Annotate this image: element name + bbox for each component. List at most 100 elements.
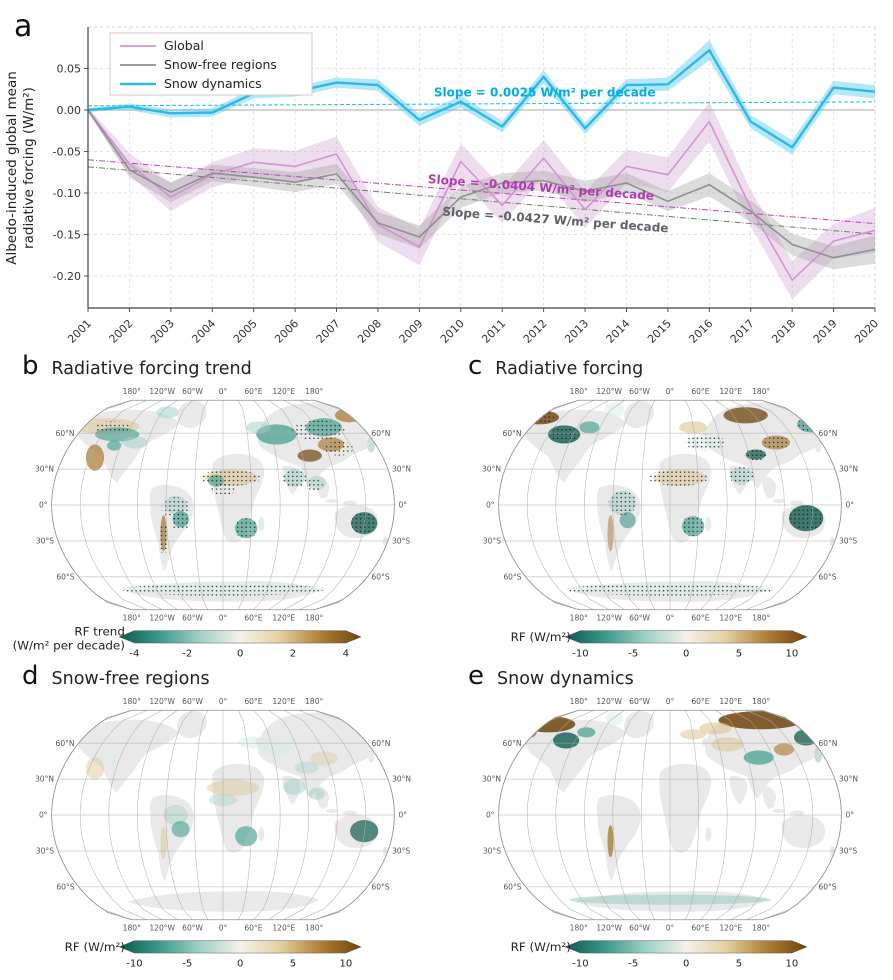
svg-text:0°: 0° bbox=[845, 501, 854, 510]
svg-text:30°S: 30°S bbox=[36, 847, 54, 856]
svg-text:30°N: 30°N bbox=[481, 775, 500, 784]
svg-text:0°: 0° bbox=[219, 387, 228, 396]
svg-text:-0.15: -0.15 bbox=[53, 228, 81, 241]
svg-text:0: 0 bbox=[683, 958, 689, 969]
svg-text:60°S: 60°S bbox=[371, 883, 389, 892]
svg-text:0°: 0° bbox=[845, 811, 854, 820]
svg-text:60°N: 60°N bbox=[56, 739, 75, 748]
svg-text:60°S: 60°S bbox=[371, 573, 389, 582]
svg-text:60°E: 60°E bbox=[691, 697, 709, 706]
svg-text:180°: 180° bbox=[305, 923, 323, 932]
svg-text:Slope = 0.0025 W/m² per decade: Slope = 0.0025 W/m² per decade bbox=[434, 85, 656, 99]
svg-text:120°W: 120°W bbox=[596, 923, 622, 932]
svg-text:-10: -10 bbox=[572, 648, 588, 659]
panel-b-letter: b bbox=[22, 352, 39, 381]
svg-text:4: 4 bbox=[343, 648, 349, 659]
svg-text:2017: 2017 bbox=[728, 317, 757, 346]
svg-text:0°: 0° bbox=[665, 697, 674, 706]
panel-e-title: Snow dynamics bbox=[497, 669, 634, 689]
svg-text:180°: 180° bbox=[305, 697, 323, 706]
svg-text:2009: 2009 bbox=[396, 317, 425, 346]
svg-text:-10: -10 bbox=[572, 958, 588, 969]
svg-text:180°: 180° bbox=[752, 697, 770, 706]
svg-text:60°E: 60°E bbox=[244, 923, 262, 932]
svg-text:60°W: 60°W bbox=[182, 613, 203, 622]
svg-text:2012: 2012 bbox=[521, 317, 550, 346]
svg-text:60°S: 60°S bbox=[503, 883, 521, 892]
svg-text:-0.10: -0.10 bbox=[53, 187, 81, 200]
svg-text:30°N: 30°N bbox=[392, 465, 411, 474]
svg-text:RF (W/m²): RF (W/m²) bbox=[65, 940, 125, 954]
svg-text:2004: 2004 bbox=[189, 317, 218, 346]
svg-text:180°: 180° bbox=[569, 697, 587, 706]
svg-text:0°: 0° bbox=[665, 387, 674, 396]
svg-text:180°: 180° bbox=[123, 387, 141, 396]
svg-text:2018: 2018 bbox=[769, 317, 798, 346]
svg-text:Snow dynamics: Snow dynamics bbox=[164, 76, 262, 91]
svg-text:10: 10 bbox=[785, 958, 798, 969]
svg-text:30°S: 30°S bbox=[838, 847, 856, 856]
panel-c-header: c Radiative forcing bbox=[446, 352, 893, 382]
svg-text:-2: -2 bbox=[182, 648, 192, 659]
svg-text:120°W: 120°W bbox=[596, 387, 622, 396]
svg-text:30°N: 30°N bbox=[392, 775, 411, 784]
svg-text:-5: -5 bbox=[182, 958, 192, 969]
svg-text:60°S: 60°S bbox=[56, 883, 74, 892]
svg-text:2020: 2020 bbox=[852, 317, 881, 346]
panel-b-header: b Radiative forcing trend bbox=[0, 352, 446, 382]
svg-text:180°: 180° bbox=[752, 923, 770, 932]
svg-text:0.00: 0.00 bbox=[57, 104, 82, 117]
svg-text:30°S: 30°S bbox=[482, 847, 500, 856]
svg-text:2006: 2006 bbox=[272, 317, 301, 346]
svg-text:30°S: 30°S bbox=[392, 847, 410, 856]
svg-text:120°E: 120°E bbox=[272, 613, 295, 622]
svg-text:60°W: 60°W bbox=[629, 697, 650, 706]
svg-text:30°S: 30°S bbox=[838, 537, 856, 546]
svg-text:120°W: 120°W bbox=[596, 613, 622, 622]
svg-text:120°W: 120°W bbox=[149, 923, 175, 932]
svg-text:RF (W/m²): RF (W/m²) bbox=[511, 940, 571, 954]
svg-text:0°: 0° bbox=[219, 697, 228, 706]
svg-text:2016: 2016 bbox=[686, 317, 715, 346]
svg-text:0°: 0° bbox=[219, 613, 228, 622]
svg-text:0°: 0° bbox=[39, 501, 48, 510]
svg-text:Slope = -0.0427 W/m² per decad: Slope = -0.0427 W/m² per decade bbox=[442, 204, 669, 235]
svg-text:5: 5 bbox=[736, 648, 742, 659]
map-snow-dynamics: 180° 180° 120°W 120°W 60°W 60°W 0° 0° 60°E 60°E 12… bbox=[481, 697, 857, 932]
panel-c-title: Radiative forcing bbox=[495, 359, 644, 379]
svg-text:30°N: 30°N bbox=[838, 775, 857, 784]
map-radiative-forcing: 180° 180° 120°W 120°W 60°W 60°W 0° 0° 60°E 60°E 12… bbox=[481, 387, 857, 622]
svg-text:180°: 180° bbox=[305, 387, 323, 396]
svg-text:0°: 0° bbox=[219, 923, 228, 932]
panel-e: e Snow dynamics 180° 180° 120°W 120°W 60°W 60… bbox=[446, 662, 893, 972]
svg-text:60°S: 60°S bbox=[818, 883, 836, 892]
svg-text:2: 2 bbox=[290, 648, 296, 659]
panel-d-letter: d bbox=[22, 662, 39, 691]
svg-text:2014: 2014 bbox=[604, 317, 633, 346]
svg-text:60°W: 60°W bbox=[629, 613, 650, 622]
panel-e-header: e Snow dynamics bbox=[446, 662, 893, 692]
svg-text:120°E: 120°E bbox=[719, 923, 742, 932]
svg-text:radiative forcing (W/m²): radiative forcing (W/m²) bbox=[21, 87, 37, 249]
panel-c-letter: c bbox=[468, 352, 483, 381]
colorbar-rf-trend: RF trend(W/m² per decade) -4 -2 0 2 4 bbox=[13, 624, 362, 659]
svg-text:30°S: 30°S bbox=[482, 537, 500, 546]
svg-text:60°W: 60°W bbox=[182, 387, 203, 396]
svg-text:-5: -5 bbox=[628, 648, 638, 659]
svg-text:0°: 0° bbox=[398, 811, 407, 820]
svg-text:0°: 0° bbox=[485, 501, 494, 510]
svg-text:2008: 2008 bbox=[355, 317, 384, 346]
svg-text:30°N: 30°N bbox=[35, 775, 54, 784]
maps-grid: b Radiative forcing trend 180° 180° 120°W 1… bbox=[0, 352, 893, 972]
svg-text:120°E: 120°E bbox=[272, 697, 295, 706]
svg-text:60°N: 60°N bbox=[818, 739, 837, 748]
svg-text:60°S: 60°S bbox=[56, 573, 74, 582]
svg-text:Snow-free regions: Snow-free regions bbox=[164, 57, 277, 72]
svg-text:60°N: 60°N bbox=[56, 429, 75, 438]
svg-text:0°: 0° bbox=[665, 923, 674, 932]
svg-text:60°W: 60°W bbox=[629, 923, 650, 932]
svg-text:120°W: 120°W bbox=[149, 697, 175, 706]
svg-text:120°W: 120°W bbox=[149, 387, 175, 396]
svg-text:0: 0 bbox=[683, 648, 689, 659]
svg-text:0.05: 0.05 bbox=[57, 62, 82, 75]
